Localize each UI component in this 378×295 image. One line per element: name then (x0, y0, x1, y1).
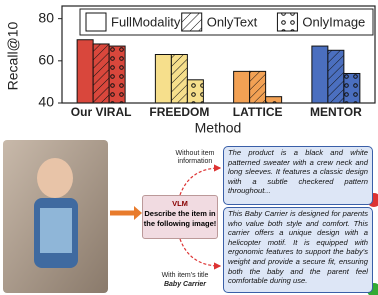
y-tick-label: 80 (38, 9, 54, 25)
bar (234, 71, 250, 103)
bar (312, 46, 328, 103)
y-axis-label: Recall@10 (5, 21, 21, 90)
legend-swatch-pattern (182, 13, 202, 31)
bar (155, 55, 171, 104)
x-tick-label: Our VIRAL (71, 105, 132, 119)
x-tick-label: FREEDOM (149, 105, 209, 119)
bar-pattern (187, 80, 203, 103)
vlm-prompt: Describe the item in the following image… (143, 209, 217, 229)
output-box: The product is a black and white pattern… (223, 146, 373, 205)
arrow-head (134, 206, 142, 220)
bar-pattern (344, 73, 360, 103)
bar-pattern (250, 71, 266, 103)
y-tick-label: 60 (38, 52, 54, 68)
chart: Recall@10 Method 40 60 80 Our VIRAL FREEDOM L… (0, 0, 378, 138)
legend-swatch (86, 13, 106, 31)
dashed-arrow (180, 239, 220, 266)
x-tick-label: MENTOR (310, 105, 362, 119)
bar-pattern (266, 97, 282, 103)
bar-pattern (328, 50, 344, 103)
bar (77, 40, 93, 103)
vlm-box: VLM Describe the item in the following i… (142, 195, 218, 239)
photo-panel (40, 208, 72, 253)
figure: Recall@10 Method 40 60 80 Our VIRAL FREEDOM L… (0, 0, 378, 295)
photo-baby (37, 158, 73, 198)
x-tick-label: LATTICE (233, 105, 283, 119)
legend-swatch-pattern (277, 13, 297, 31)
legend-label: OnlyImage (302, 14, 365, 29)
bottom-label: With item's title (150, 272, 220, 280)
top-label: Without item information (170, 150, 220, 166)
x-axis-label: Method (195, 120, 242, 136)
dashed-arrow (180, 168, 220, 195)
bar-pattern (171, 55, 187, 104)
bar-pattern (93, 44, 109, 103)
output-box: This Baby Carrier is designed for parent… (223, 207, 373, 293)
bottom-title: Baby Carrier (150, 281, 220, 289)
legend-label: OnlyText (207, 14, 258, 29)
y-tick-label: 40 (38, 94, 54, 110)
legend-label: FullModality (111, 14, 181, 29)
vlm-title: VLM (143, 199, 217, 209)
bar-pattern (109, 46, 125, 103)
